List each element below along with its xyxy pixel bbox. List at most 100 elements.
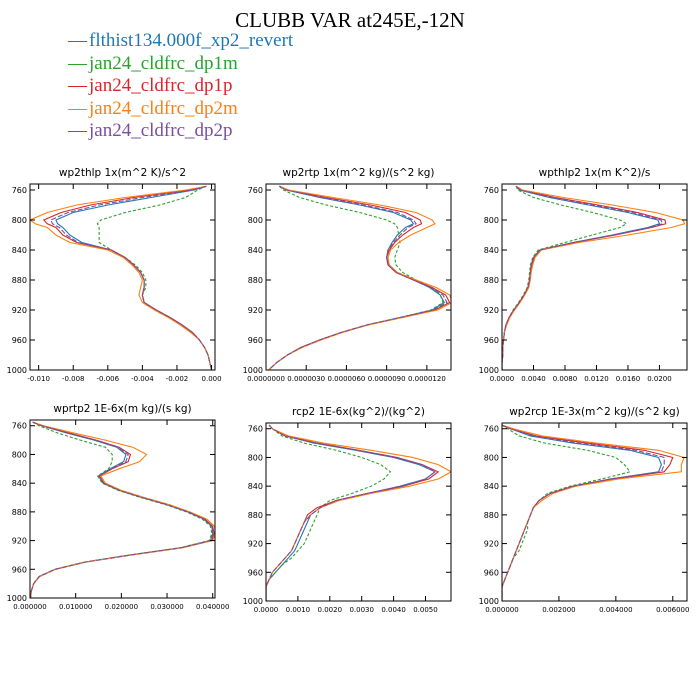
series-line (268, 185, 444, 370)
x-tick-label: -0.010 (27, 375, 50, 383)
plot-frame (265, 183, 452, 371)
y-tick-label: 800 (12, 216, 27, 225)
y-tick-label: 960 (484, 336, 499, 345)
legend-label: flthist134.000f_xp2_revert (89, 30, 294, 51)
series-line (30, 421, 214, 598)
series-line (50, 185, 213, 370)
legend-label: jan24_cldfrc_dp2p (89, 120, 233, 141)
y-tick-label: 1000 (7, 594, 27, 603)
y-tick-label: 920 (248, 540, 263, 549)
series-line (266, 424, 437, 601)
x-tick-label: 0.0000000 (247, 375, 285, 383)
y-tick-label: 1000 (7, 366, 27, 375)
chart-title: wp2rtp 1x(m^2 kg)/(s^2 kg) (282, 167, 434, 179)
y-tick-label: 1000 (479, 366, 499, 375)
legend-item: — jan24_cldfrc_dp1p (68, 75, 293, 98)
x-tick-label: 0.0120 (584, 375, 609, 383)
plot-frame (29, 419, 216, 599)
x-tick-label: 0.000000 (13, 603, 46, 611)
series-line (502, 185, 667, 370)
y-tick-label: 840 (12, 479, 27, 488)
plot-frame (265, 422, 452, 602)
x-tick-label: 0.004000 (599, 606, 632, 614)
legend-label: jan24_cldfrc_dp1p (89, 75, 233, 96)
y-tick-label: 880 (248, 276, 263, 285)
series-line (266, 424, 440, 601)
y-tick-label: 880 (484, 276, 499, 285)
series-line (502, 185, 664, 370)
y-tick-label: 920 (484, 306, 499, 315)
series-line (502, 424, 662, 601)
y-tick-label: 880 (248, 511, 263, 520)
x-tick-label: 0.0030 (349, 606, 374, 614)
series-line (30, 421, 215, 598)
legend-label: jan24_cldfrc_dp1m (89, 52, 238, 74)
series-line (502, 185, 686, 370)
x-tick-label: 0.030000 (150, 603, 183, 611)
y-tick-label: 1000 (479, 597, 499, 606)
y-tick-label: 880 (12, 276, 27, 285)
plot-frame (29, 183, 216, 371)
x-tick-label: -0.006 (97, 375, 120, 383)
y-tick-label: 800 (248, 216, 263, 225)
series-line (268, 185, 448, 370)
figure-title: CLUBB VAR at245E,-12N (235, 8, 465, 32)
legend-item: — jan24_cldfrc_dp2m (68, 98, 293, 121)
series-line (30, 421, 213, 598)
x-tick-label: 0.0200 (647, 375, 672, 383)
y-tick-label: 760 (484, 186, 499, 195)
x-tick-label: 0.0040 (521, 375, 546, 383)
x-tick-label: 0.0000120 (408, 375, 446, 383)
y-tick-label: 840 (484, 246, 499, 255)
y-tick-label: 920 (484, 540, 499, 549)
x-tick-label: 0.040000 (196, 603, 229, 611)
legend-swatch: — (68, 120, 87, 141)
chart-panel: wp2thlp 1x(m^2 K)/s^2 -0.010 -0.008 -0.006 -… (7, 167, 222, 383)
x-tick-label: 0.0050 (413, 606, 438, 614)
y-tick-label: 1000 (243, 366, 263, 375)
x-tick-label: 0.000000 (485, 606, 518, 614)
y-tick-label: 840 (12, 246, 27, 255)
y-tick-label: 800 (484, 453, 499, 462)
y-tick-label: 1000 (243, 597, 263, 606)
y-tick-label: 840 (248, 482, 263, 491)
y-tick-label: 760 (12, 186, 27, 195)
series-line (502, 424, 685, 601)
legend-swatch: — (68, 97, 87, 119)
legend-swatch: — (68, 52, 87, 74)
x-tick-label: 0.010000 (59, 603, 92, 611)
series-line (502, 424, 665, 601)
series-line (96, 185, 213, 370)
x-tick-label: -0.004 (131, 375, 154, 383)
x-tick-label: 0.0000090 (368, 375, 406, 383)
chart-panel: wp2rtp 1x(m^2 kg)/(s^2 kg)0.0000000 0.000… (243, 167, 452, 383)
x-tick-label: -0.002 (166, 375, 189, 383)
legend-item: — flthist134.000f_xp2_revert (68, 30, 293, 53)
x-tick-label: 0.0000 (490, 375, 515, 383)
legend: — flthist134.000f_xp2_revert — jan24_cldfr… (68, 30, 293, 143)
y-tick-label: 920 (12, 306, 27, 315)
x-tick-label: 0.0040 (381, 606, 406, 614)
y-tick-label: 760 (248, 425, 263, 434)
y-tick-label: 960 (248, 568, 263, 577)
series-line (266, 424, 392, 601)
x-tick-label: 0.0000 (254, 606, 279, 614)
series-line (266, 424, 437, 601)
chart-panel: rcp2 1E-6x(kg^2)/(kg^2) 0.0000 0.0010 0.002… (243, 406, 452, 614)
x-tick-label: 0.0000030 (287, 375, 325, 383)
y-tick-label: 920 (248, 306, 263, 315)
series-line (30, 421, 215, 598)
y-tick-label: 840 (484, 482, 499, 491)
x-tick-label: 0.002000 (542, 606, 575, 614)
y-tick-label: 920 (12, 537, 27, 546)
legend-swatch: — (68, 30, 87, 51)
x-tick-label: 0.0080 (553, 375, 578, 383)
chart-title: wp2thlp 1x(m^2 K)/s^2 (59, 167, 186, 179)
legend-label: jan24_cldfrc_dp2m (89, 97, 238, 119)
y-tick-label: 880 (484, 511, 499, 520)
legend-item: — jan24_cldfrc_dp2p (68, 120, 293, 143)
x-tick-label: 0.0160 (616, 375, 641, 383)
series-line (268, 185, 451, 370)
chart-title: rcp2 1E-6x(kg^2)/(kg^2) (292, 406, 425, 418)
